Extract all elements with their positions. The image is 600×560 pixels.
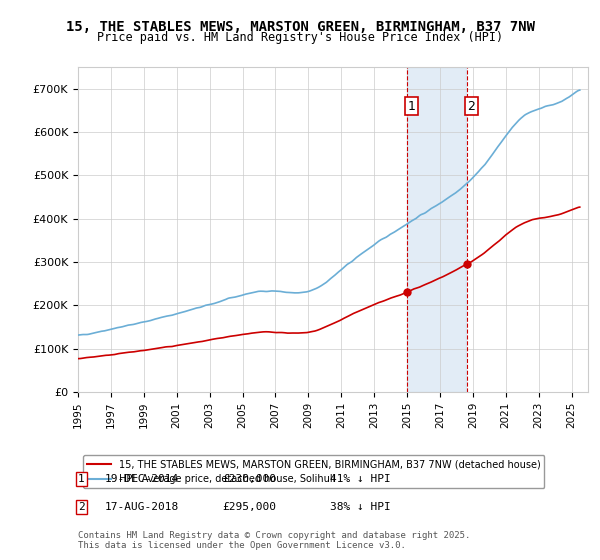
Text: 17-AUG-2018: 17-AUG-2018 xyxy=(105,502,179,512)
Legend: 15, THE STABLES MEWS, MARSTON GREEN, BIRMINGHAM, B37 7NW (detached house), HPI: : 15, THE STABLES MEWS, MARSTON GREEN, BIR… xyxy=(83,455,544,488)
Text: Contains HM Land Registry data © Crown copyright and database right 2025.
This d: Contains HM Land Registry data © Crown c… xyxy=(78,530,470,550)
Text: 1: 1 xyxy=(407,100,415,113)
Text: 15, THE STABLES MEWS, MARSTON GREEN, BIRMINGHAM, B37 7NW: 15, THE STABLES MEWS, MARSTON GREEN, BIR… xyxy=(65,20,535,34)
Text: 38% ↓ HPI: 38% ↓ HPI xyxy=(330,502,391,512)
Text: 1: 1 xyxy=(78,474,85,484)
Text: Price paid vs. HM Land Registry's House Price Index (HPI): Price paid vs. HM Land Registry's House … xyxy=(97,31,503,44)
Text: 2: 2 xyxy=(467,100,475,113)
Text: 41% ↓ HPI: 41% ↓ HPI xyxy=(330,474,391,484)
Text: £230,000: £230,000 xyxy=(222,474,276,484)
Text: 2: 2 xyxy=(78,502,85,512)
Text: £295,000: £295,000 xyxy=(222,502,276,512)
Text: 19-DEC-2014: 19-DEC-2014 xyxy=(105,474,179,484)
